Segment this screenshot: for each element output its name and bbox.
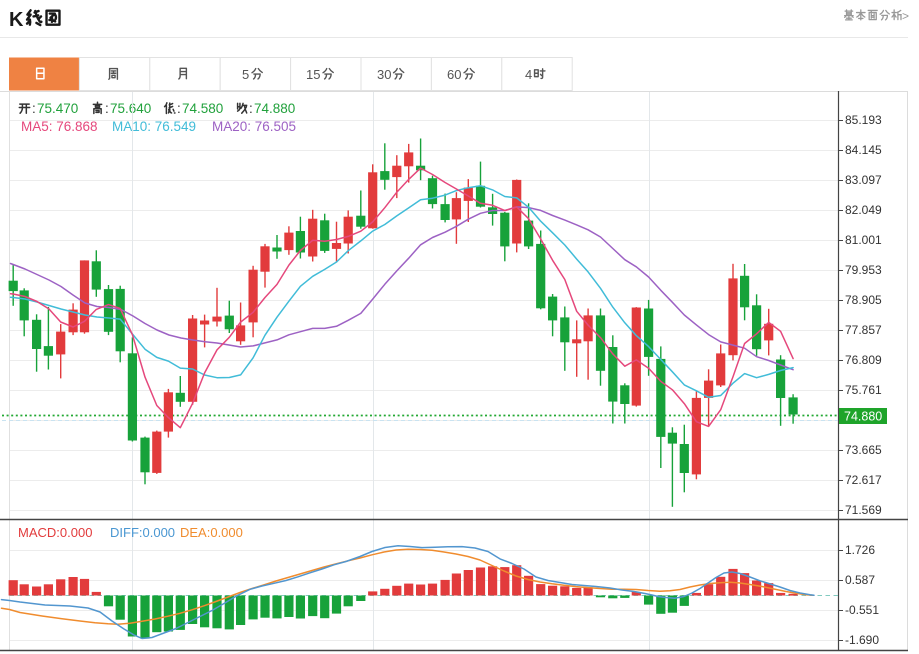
svg-text:1.726: 1.726 bbox=[845, 543, 875, 557]
svg-text::: : bbox=[177, 101, 181, 116]
svg-text::: : bbox=[32, 101, 36, 116]
svg-text:60: 60 bbox=[447, 67, 461, 82]
svg-text:75.470: 75.470 bbox=[37, 101, 78, 116]
svg-text:81.001: 81.001 bbox=[845, 233, 882, 247]
svg-text:72.617: 72.617 bbox=[845, 473, 882, 487]
svg-text:DEA:0.000: DEA:0.000 bbox=[180, 525, 243, 540]
svg-text:5: 5 bbox=[242, 67, 249, 82]
svg-text:77.857: 77.857 bbox=[845, 323, 882, 337]
svg-text:4: 4 bbox=[525, 67, 532, 82]
svg-text:MA10: 76.549: MA10: 76.549 bbox=[112, 119, 196, 134]
svg-text:DIFF:0.000: DIFF:0.000 bbox=[110, 525, 175, 540]
svg-text:>: > bbox=[902, 9, 909, 23]
svg-text:75.761: 75.761 bbox=[845, 383, 882, 397]
svg-text:85.193: 85.193 bbox=[845, 113, 882, 127]
svg-text:0.587: 0.587 bbox=[845, 573, 875, 587]
svg-text:84.145: 84.145 bbox=[845, 143, 882, 157]
svg-text:74.880: 74.880 bbox=[254, 101, 295, 116]
svg-text:MA5: 76.868: MA5: 76.868 bbox=[21, 119, 98, 134]
svg-text:-1.690: -1.690 bbox=[845, 633, 879, 647]
svg-text:MACD:0.000: MACD:0.000 bbox=[18, 525, 92, 540]
svg-text:73.665: 73.665 bbox=[845, 443, 882, 457]
svg-text:K: K bbox=[9, 9, 24, 31]
svg-text:74.580: 74.580 bbox=[182, 101, 223, 116]
svg-text::: : bbox=[249, 101, 253, 116]
svg-text:82.049: 82.049 bbox=[845, 203, 882, 217]
svg-text::: : bbox=[105, 101, 109, 116]
svg-text:74.880: 74.880 bbox=[844, 410, 882, 424]
svg-text:79.953: 79.953 bbox=[845, 263, 882, 277]
svg-text:MA20: 76.505: MA20: 76.505 bbox=[212, 119, 296, 134]
svg-text:-0.551: -0.551 bbox=[845, 603, 879, 617]
svg-text:15: 15 bbox=[306, 67, 320, 82]
svg-text:30: 30 bbox=[377, 67, 391, 82]
svg-text:76.809: 76.809 bbox=[845, 353, 882, 367]
svg-text:83.097: 83.097 bbox=[845, 173, 882, 187]
svg-text:78.905: 78.905 bbox=[845, 293, 882, 307]
svg-text:71.569: 71.569 bbox=[845, 503, 882, 517]
svg-text:75.640: 75.640 bbox=[110, 101, 151, 116]
